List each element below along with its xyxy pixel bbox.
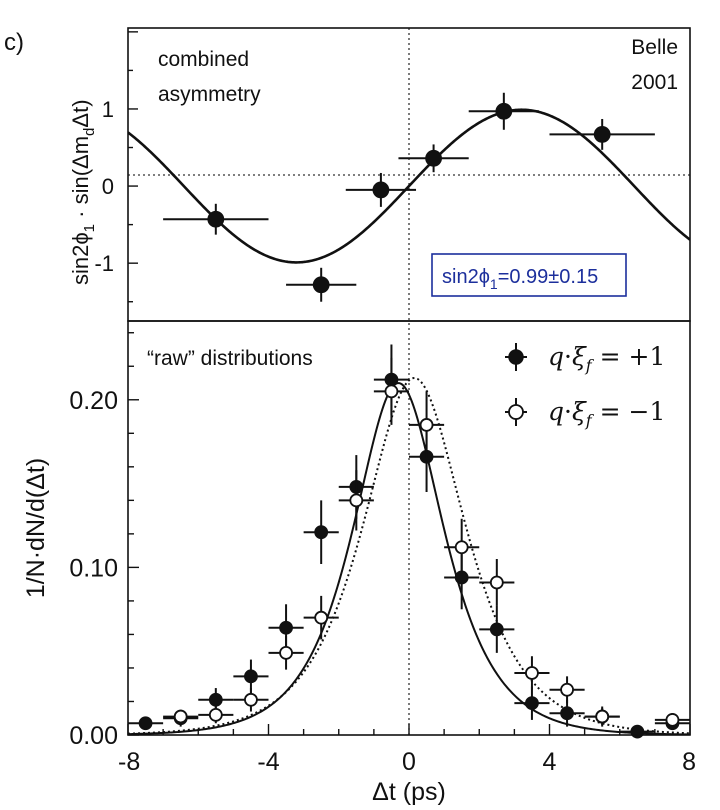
plus-point-12 [514,686,550,720]
bottom-xtick-label: 4 [543,748,557,776]
panel-label: c) [4,29,24,56]
plus-point-6 [303,500,339,565]
minus-point-11 [514,656,550,690]
minus-point-3-marker [244,692,258,707]
plus-point-3-marker [208,692,223,707]
bottom-y-ticks: 0.00 0.10 0.20 [69,332,139,750]
minus-point-4-marker [279,645,293,660]
top-point-1 [163,203,269,235]
plus-point-6-marker [314,525,329,540]
annotation-combined: combined [158,48,249,71]
plus-point-11 [479,605,515,653]
minus-point-7-marker [384,384,399,399]
plus-point-12-marker [525,696,539,711]
minus-point-8 [409,391,445,459]
minus-point-1-marker [173,709,188,724]
minus-point-6 [338,470,374,531]
minus-point-5-marker [314,610,329,625]
top-point-5-marker [495,102,513,120]
top-point-4 [398,144,469,173]
minus-point-13-marker [595,709,610,724]
legend-minus-marker [508,404,524,420]
top-point-5 [468,92,539,130]
minus-point-10-marker [489,575,504,590]
bottom-ytick-label: 0.10 [69,554,118,582]
minus-point-5 [303,595,339,640]
result-box [431,253,627,297]
minus-point-10 [479,559,515,606]
top-point-2-marker [312,276,330,294]
top-y-axis-label: sin2ϕ1 · sin(ΔmdΔt) [68,99,98,285]
bottom-x-ticks: -8 -4 0 4 8 [118,724,696,776]
minus-point-9 [444,518,480,576]
plus-point-5-marker [279,620,293,635]
top-panel: -1 0 1 combined asymmetry Belle 2001 sin2ϕ… [68,27,691,735]
top-y-ticks: -1 0 1 [94,31,138,303]
minus-point-11-marker [525,666,539,680]
minus-point-3 [233,688,269,712]
bottom-xtick-label: 0 [402,748,416,776]
bottom-xtick-label: -4 [257,748,279,776]
legend-plus-marker [508,349,524,365]
plus-point-4 [233,659,269,694]
top-point-2 [286,267,357,302]
minus-point-14-marker [665,713,680,727]
annotation-year: 2001 [631,71,678,94]
bottom-y-axis-label: 1/N·dN/d(Δt) [22,458,50,598]
top-ytick-label: 1 [102,97,114,122]
minus-point-6-marker [349,493,364,508]
minus-point-13 [584,708,620,725]
legend-plus-label: q·ξf = +1 [548,342,665,375]
minus-point-2-marker [208,707,223,722]
plus-point-4-marker [244,669,258,684]
bottom-xtick-label: 8 [682,748,696,776]
minus-point-1 [163,709,199,724]
top-ytick-label: 0 [102,174,114,199]
minus-point-4 [268,636,304,670]
raw-distributions-label: “raw” distributions [147,347,313,370]
bottom-ytick-label: 0.00 [69,722,118,750]
legend: q·ξf = +1 q·ξf = −1 [505,342,665,430]
annotation-belle: Belle [631,36,678,59]
top-point-1-marker [207,210,225,228]
minus-point-12-marker [560,682,574,697]
fit-curve-minus [128,376,690,735]
x-axis-label: Δt (ps) [372,778,446,806]
bottom-panel: 0.00 0.10 0.20 -8 -4 0 4 8 “raw” distributions… [22,320,696,806]
minus-point-12 [549,676,585,704]
top-point-3 [345,172,417,207]
top-point-4-marker [425,149,442,167]
minus-point-9-marker [454,540,469,555]
plus-point-15 [619,724,655,739]
top-point-6-marker [593,126,611,143]
plus-point-13 [549,699,585,727]
bottom-ytick-label: 0.20 [69,387,118,415]
top-ytick-label: -1 [94,251,114,276]
minus-point-2 [198,706,234,724]
plus-point-1-marker [138,716,153,731]
legend-minus-label: q·ξf = −1 [548,397,665,430]
minus-point-8-marker [419,418,434,432]
bottom-xtick-label: -8 [118,748,140,776]
minus-point-7 [373,357,409,425]
bottom-data-points [128,344,690,739]
plus-point-13-marker [560,706,574,721]
minus-point-14 [654,713,690,727]
result-box-text: sin2ϕ1=0.99±0.15 [442,266,598,292]
top-point-3-marker [372,181,390,199]
top-data-points [163,92,655,302]
plus-point-1 [128,716,164,731]
fit-curve-plus [128,382,690,735]
plus-point-15-marker [630,724,645,739]
annotation-asymmetry: asymmetry [158,83,261,106]
top-point-6 [549,118,655,150]
plus-point-11-marker [489,622,504,637]
